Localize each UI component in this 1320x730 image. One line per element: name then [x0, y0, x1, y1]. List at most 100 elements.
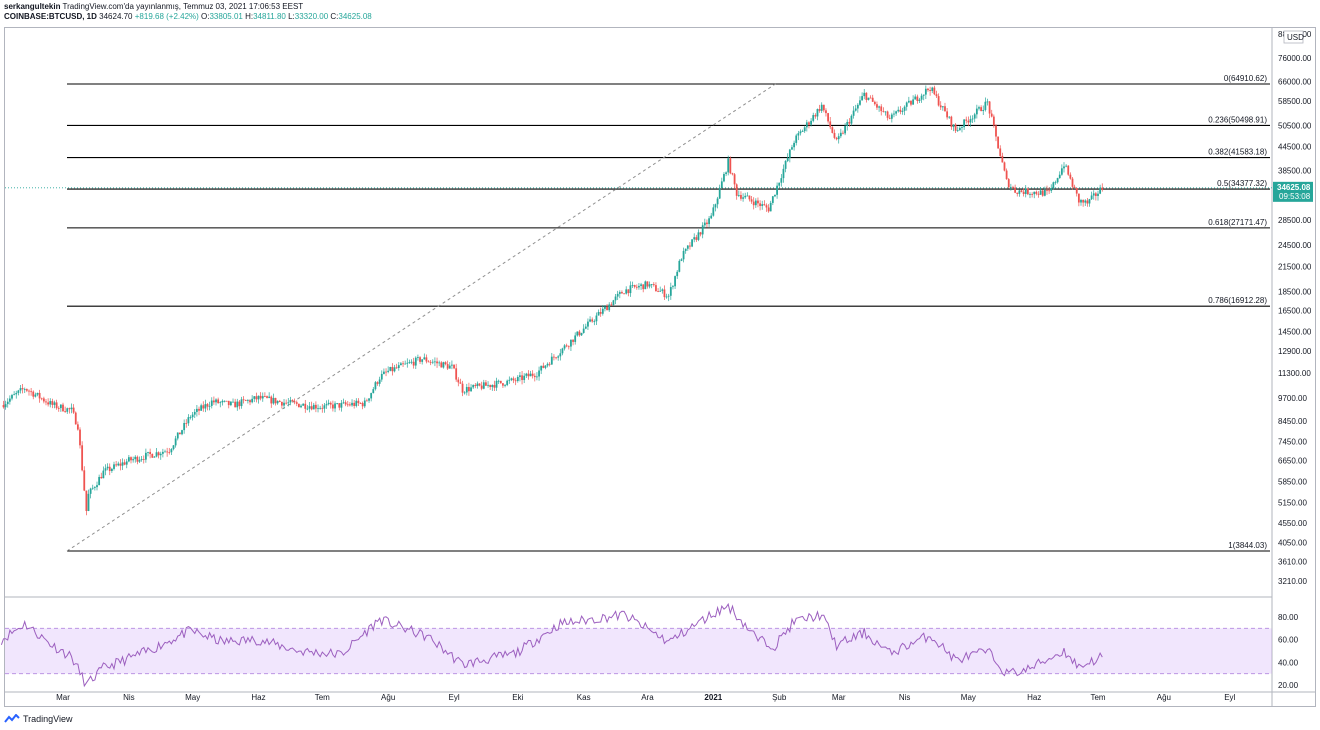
candle-body — [825, 110, 827, 114]
candle-body — [625, 289, 628, 294]
currency-label: USD — [1287, 33, 1304, 42]
candle-body — [516, 376, 519, 382]
low-label: L: — [288, 12, 295, 21]
candle-body — [644, 281, 647, 290]
open-label: O: — [201, 12, 210, 21]
candle-body — [633, 285, 636, 287]
time-axis[interactable]: Mar Nis May Haz Tem Ağu Eyl Eki Kas Ara 2021 Şub Mar… — [56, 693, 1235, 702]
candle-body — [383, 371, 385, 374]
candle-body — [1033, 191, 1036, 195]
time-tick-label: Eki — [512, 693, 523, 702]
candle-body — [1003, 162, 1006, 171]
candle-body — [523, 375, 526, 381]
time-tick-label: Haz — [251, 693, 265, 702]
candle-body — [895, 111, 898, 114]
candle-body — [701, 225, 704, 235]
candle-body — [848, 121, 851, 124]
candle-body — [657, 291, 659, 292]
low-value: 33320.00 — [294, 12, 329, 21]
candle-body — [941, 106, 944, 108]
candle-body — [861, 96, 863, 101]
candle-body — [572, 339, 574, 342]
candle-body — [905, 102, 908, 107]
candle-body — [674, 276, 676, 287]
candle-body — [238, 401, 241, 407]
candle-body — [595, 315, 598, 322]
candle-body — [684, 248, 687, 251]
author-name[interactable]: serkangultekin — [4, 2, 61, 11]
price-axis[interactable]: 88000.00 USD 76000.0066000.0058500.00505… — [1278, 30, 1312, 586]
candle-body — [1052, 182, 1055, 189]
candle-body — [635, 286, 638, 288]
time-tick-label: Şub — [772, 693, 787, 702]
candle-body — [400, 363, 402, 366]
candle-body — [606, 306, 608, 311]
candle-body — [17, 390, 20, 393]
candle-body — [610, 304, 613, 306]
candle-body — [793, 142, 795, 148]
candle-body — [68, 408, 71, 410]
candle-body — [812, 115, 815, 121]
candle-body — [83, 470, 86, 491]
candle-body — [597, 312, 600, 316]
candle-body — [378, 379, 381, 384]
candle-body — [676, 271, 679, 277]
candle-body — [1048, 190, 1051, 192]
candle-body — [474, 385, 477, 387]
candle-body — [210, 400, 213, 406]
fibonacci-retracement[interactable]: 0(64910.62) 0.236(50498.91) 0.382(41583.18… — [5, 74, 1272, 552]
candle-body — [737, 194, 740, 196]
symbol-info[interactable]: COINBASE:BTCUSD, 1D — [4, 12, 97, 21]
candle-body — [455, 368, 458, 380]
time-tick-label: Mar — [832, 693, 846, 702]
candle-body — [833, 132, 836, 138]
candle-body — [788, 149, 791, 158]
candle-body — [582, 328, 585, 333]
candle-body — [922, 94, 925, 96]
candle-body — [750, 199, 753, 202]
candle-body — [219, 402, 222, 404]
footer-brand[interactable]: TradingView — [23, 714, 73, 724]
candle-body — [372, 389, 375, 394]
candle-body — [816, 109, 819, 117]
candle-body — [306, 408, 309, 410]
candle-body — [746, 195, 749, 197]
candle-body — [808, 122, 810, 125]
candle-body — [1039, 190, 1042, 195]
candle-body — [531, 373, 534, 376]
candle-body — [837, 136, 840, 140]
candle-body — [757, 200, 759, 204]
candle-body — [982, 109, 985, 112]
time-tick-label: Mar — [56, 693, 70, 702]
candle-body — [487, 384, 489, 386]
candle-body — [650, 284, 653, 285]
candle-body — [980, 107, 983, 112]
candle-body — [831, 127, 834, 133]
candle-body — [395, 367, 398, 369]
trend-line-layer — [66, 83, 776, 552]
candle-body — [735, 184, 738, 196]
candle-body — [393, 367, 396, 372]
candle-body — [402, 363, 404, 365]
candle-body — [538, 370, 540, 377]
candle-body — [272, 397, 275, 404]
candle-body — [769, 202, 772, 212]
candle-body — [629, 285, 632, 294]
fib-level-label: 0.236(50498.91) — [1208, 115, 1267, 124]
price-tag-countdown: 09:53:08 — [1279, 192, 1311, 201]
candle-body — [308, 406, 311, 409]
candle-body — [967, 120, 970, 123]
candle-body — [204, 404, 207, 409]
candle-body — [168, 452, 171, 454]
candle-body — [380, 373, 383, 380]
candle-body — [178, 432, 181, 435]
candle-body — [100, 476, 103, 479]
candle-body — [346, 404, 349, 406]
candle-body — [795, 135, 798, 143]
candle-body — [1009, 186, 1012, 188]
candle-body — [712, 207, 715, 216]
candle-body — [846, 121, 849, 127]
candle-body — [591, 319, 594, 322]
candle-body — [1031, 194, 1034, 195]
